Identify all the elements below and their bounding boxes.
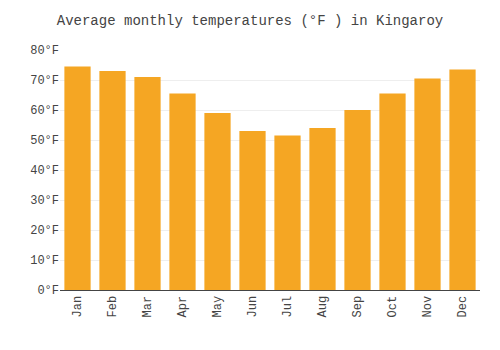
svg-text:70°F: 70°F xyxy=(30,74,59,88)
svg-text:10°F: 10°F xyxy=(30,254,59,268)
svg-text:Jan: Jan xyxy=(71,296,85,318)
svg-text:Jul: Jul xyxy=(281,296,295,318)
svg-text:Aug: Aug xyxy=(316,296,330,318)
svg-text:Oct: Oct xyxy=(386,296,400,318)
svg-text:Apr: Apr xyxy=(176,296,190,318)
svg-text:Feb: Feb xyxy=(106,296,120,318)
svg-text:50°F: 50°F xyxy=(30,134,59,148)
svg-text:Average monthly temperatures (: Average monthly temperatures (°F ) in Ki… xyxy=(57,13,443,29)
svg-text:80°F: 80°F xyxy=(30,44,59,58)
svg-text:Nov: Nov xyxy=(421,296,435,318)
svg-text:Jun: Jun xyxy=(246,296,260,318)
svg-text:Mar: Mar xyxy=(141,296,155,318)
svg-text:May: May xyxy=(211,296,225,318)
svg-text:40°F: 40°F xyxy=(30,164,59,178)
svg-text:Sep: Sep xyxy=(351,296,365,318)
svg-text:30°F: 30°F xyxy=(30,194,59,208)
svg-text:60°F: 60°F xyxy=(30,104,59,118)
svg-text:20°F: 20°F xyxy=(30,224,59,238)
svg-text:0°F: 0°F xyxy=(37,284,59,298)
svg-text:Dec: Dec xyxy=(456,296,470,318)
